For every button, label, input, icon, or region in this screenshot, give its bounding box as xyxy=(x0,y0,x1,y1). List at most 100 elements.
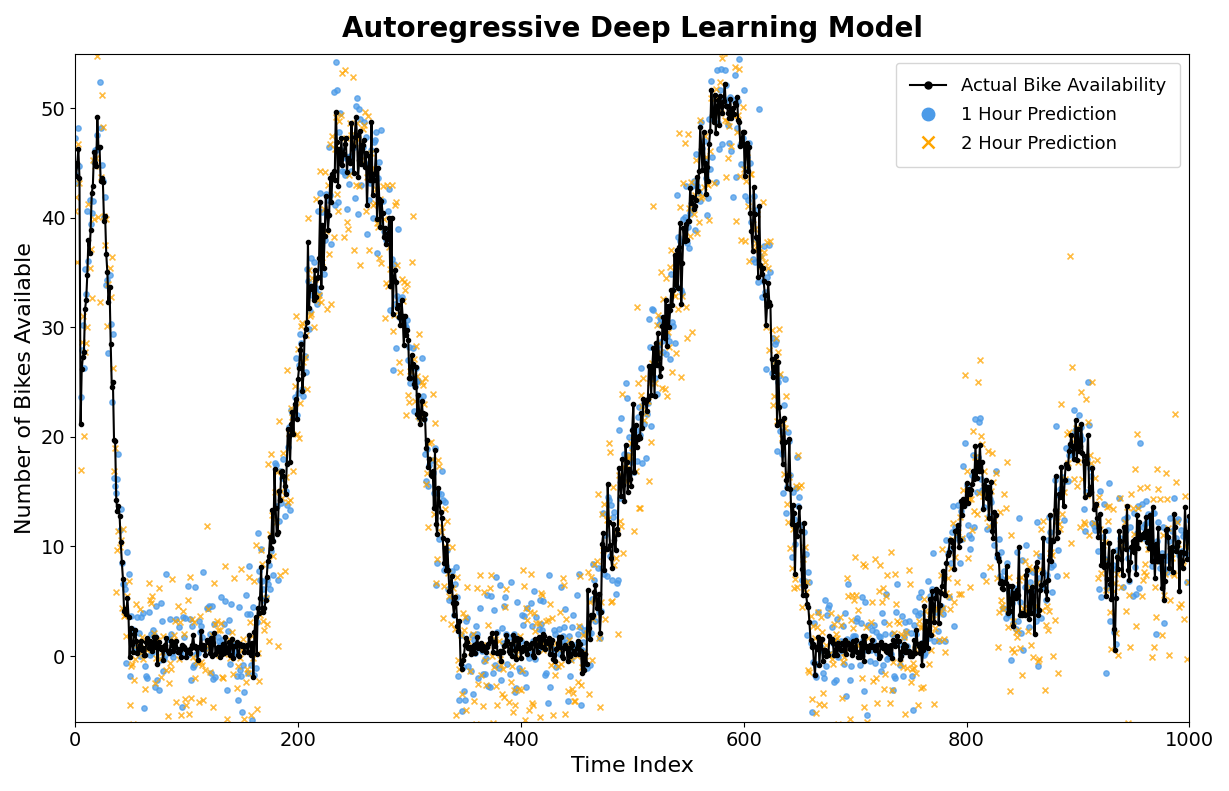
2 Hour Prediction xyxy=(927,602,946,615)
2 Hour Prediction xyxy=(1011,571,1031,584)
2 Hour Prediction xyxy=(761,235,780,248)
2 Hour Prediction xyxy=(306,192,326,205)
1 Hour Prediction xyxy=(390,311,409,324)
1 Hour Prediction xyxy=(821,648,841,660)
1 Hour Prediction xyxy=(339,177,359,190)
2 Hour Prediction xyxy=(585,558,605,570)
2 Hour Prediction xyxy=(270,569,290,581)
2 Hour Prediction xyxy=(629,502,649,515)
1 Hour Prediction xyxy=(595,568,614,581)
1 Hour Prediction xyxy=(324,199,344,211)
1 Hour Prediction xyxy=(135,660,155,672)
1 Hour Prediction xyxy=(388,222,408,235)
1 Hour Prediction xyxy=(492,622,511,634)
Actual Bike Availability xyxy=(135,644,150,653)
1 Hour Prediction xyxy=(650,312,670,324)
1 Hour Prediction xyxy=(1024,566,1043,578)
2 Hour Prediction xyxy=(522,697,542,710)
2 Hour Prediction xyxy=(1093,539,1112,551)
1 Hour Prediction xyxy=(286,409,306,422)
2 Hour Prediction xyxy=(152,645,172,658)
2 Hour Prediction xyxy=(286,310,306,323)
1 Hour Prediction xyxy=(189,615,209,627)
2 Hour Prediction xyxy=(515,713,535,726)
2 Hour Prediction xyxy=(692,192,712,205)
1 Hour Prediction xyxy=(190,626,210,638)
1 Hour Prediction xyxy=(483,667,503,679)
2 Hour Prediction xyxy=(203,701,222,713)
2 Hour Prediction xyxy=(989,605,1009,618)
1 Hour Prediction xyxy=(628,411,648,423)
2 Hour Prediction xyxy=(810,698,830,711)
1 Hour Prediction xyxy=(311,187,331,199)
1 Hour Prediction xyxy=(981,496,1000,509)
1 Hour Prediction xyxy=(100,269,119,282)
1 Hour Prediction xyxy=(822,620,842,633)
2 Hour Prediction xyxy=(902,663,922,676)
2 Hour Prediction xyxy=(830,611,849,623)
2 Hour Prediction xyxy=(734,162,753,175)
2 Hour Prediction xyxy=(838,589,858,602)
1 Hour Prediction xyxy=(992,546,1011,558)
1 Hour Prediction xyxy=(573,644,592,657)
2 Hour Prediction xyxy=(571,679,591,691)
2 Hour Prediction xyxy=(784,581,804,594)
1 Hour Prediction xyxy=(796,548,816,561)
2 Hour Prediction xyxy=(468,678,488,691)
1 Hour Prediction xyxy=(596,528,616,541)
1 Hour Prediction xyxy=(1066,422,1085,435)
2 Hour Prediction xyxy=(221,637,241,649)
1 Hour Prediction xyxy=(447,590,467,603)
2 Hour Prediction xyxy=(962,524,982,536)
2 Hour Prediction xyxy=(197,520,216,532)
1 Hour Prediction xyxy=(167,644,187,657)
1 Hour Prediction xyxy=(1009,512,1029,524)
2 Hour Prediction xyxy=(705,22,725,35)
1 Hour Prediction xyxy=(422,453,441,466)
1 Hour Prediction xyxy=(855,596,875,608)
1 Hour Prediction xyxy=(433,494,452,507)
2 Hour Prediction xyxy=(143,590,162,603)
1 Hour Prediction xyxy=(1168,515,1187,528)
1 Hour Prediction xyxy=(694,154,714,167)
1 Hour Prediction xyxy=(468,672,488,684)
1 Hour Prediction xyxy=(820,599,839,611)
2 Hour Prediction xyxy=(1016,600,1036,612)
1 Hour Prediction xyxy=(723,191,742,203)
2 Hour Prediction xyxy=(1095,536,1115,548)
1 Hour Prediction xyxy=(359,157,379,170)
1 Hour Prediction xyxy=(149,683,168,696)
2 Hour Prediction xyxy=(1156,466,1176,479)
2 Hour Prediction xyxy=(462,734,482,747)
1 Hour Prediction xyxy=(442,592,462,604)
1 Hour Prediction xyxy=(1064,424,1084,437)
1 Hour Prediction xyxy=(506,682,526,694)
1 Hour Prediction xyxy=(332,143,351,156)
2 Hour Prediction xyxy=(474,585,494,598)
1 Hour Prediction xyxy=(340,149,360,162)
2 Hour Prediction xyxy=(992,594,1011,607)
2 Hour Prediction xyxy=(680,201,699,214)
2 Hour Prediction xyxy=(1015,554,1035,567)
1 Hour Prediction xyxy=(369,172,388,184)
2 Hour Prediction xyxy=(921,644,940,657)
2 Hour Prediction xyxy=(885,626,905,639)
1 Hour Prediction xyxy=(735,190,755,202)
1 Hour Prediction xyxy=(1148,516,1168,528)
1 Hour Prediction xyxy=(769,369,789,382)
1 Hour Prediction xyxy=(983,518,1003,531)
2 Hour Prediction xyxy=(299,263,318,276)
1 Hour Prediction xyxy=(1045,474,1064,486)
1 Hour Prediction xyxy=(108,448,128,460)
2 Hour Prediction xyxy=(791,600,811,613)
1 Hour Prediction xyxy=(940,543,960,555)
2 Hour Prediction xyxy=(549,643,569,656)
1 Hour Prediction xyxy=(235,686,254,698)
1 Hour Prediction xyxy=(444,608,463,621)
1 Hour Prediction xyxy=(252,575,272,588)
2 Hour Prediction xyxy=(1113,536,1133,549)
2 Hour Prediction xyxy=(438,514,457,527)
2 Hour Prediction xyxy=(857,620,876,633)
2 Hour Prediction xyxy=(551,657,570,670)
2 Hour Prediction xyxy=(73,310,92,323)
